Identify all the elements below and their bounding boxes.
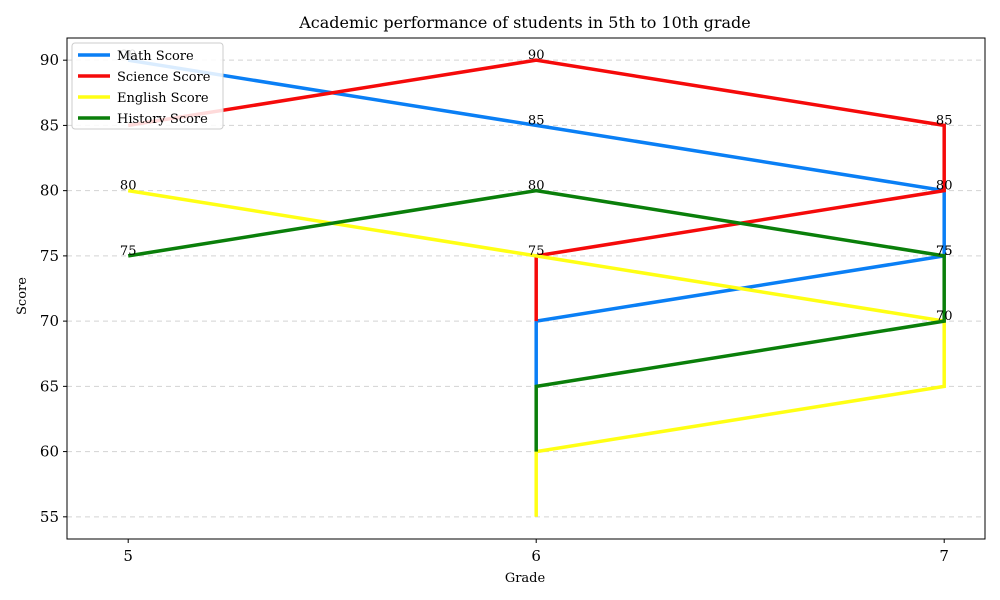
- legend-box: [71, 42, 224, 130]
- data-label: 75: [120, 244, 137, 259]
- data-label: 85: [528, 113, 545, 128]
- x-tick-label: 6: [531, 547, 541, 565]
- y-tick-label: 75: [40, 247, 59, 265]
- y-tick-label: 60: [40, 443, 59, 461]
- data-label: 90: [528, 48, 545, 63]
- y-tick-label: 80: [40, 182, 59, 200]
- y-tick-label: 85: [40, 116, 59, 134]
- y-tick-label: 70: [40, 312, 59, 330]
- series-line-science-score: [127, 58, 946, 322]
- y-axis-label: Score: [15, 277, 30, 315]
- y-tick-label: 55: [40, 508, 59, 526]
- chart-title: Academic performance of students in 5th …: [298, 13, 751, 32]
- x-tick-label: 7: [939, 547, 949, 565]
- data-label: 75: [528, 244, 545, 259]
- series-line-english-score: [127, 188, 946, 517]
- data-label: 75: [936, 244, 953, 259]
- series-line-math-score: [127, 58, 946, 387]
- data-label: 80: [120, 179, 137, 194]
- data-label: 85: [936, 113, 953, 128]
- data-label: 80: [936, 179, 953, 194]
- legend-label: Math Score: [117, 49, 194, 64]
- series-lines: [127, 58, 946, 517]
- data-label: 75: [936, 244, 953, 259]
- legend-label: History Score: [117, 112, 208, 127]
- data-label: 70: [936, 309, 953, 324]
- series-line-history-score: [127, 188, 946, 452]
- legend: Math Score Science Score English Score Hist…: [71, 42, 224, 130]
- plot-frame: [66, 37, 986, 540]
- y-tick-label: 90: [40, 51, 59, 69]
- axis-ticks: 55 60 65 70 75 80 85 90 5 6 7: [40, 51, 949, 565]
- data-label: 80: [528, 179, 545, 194]
- y-tick-label: 65: [40, 377, 59, 395]
- x-tick-label: 5: [123, 547, 133, 565]
- legend-label: Science Score: [117, 70, 211, 85]
- x-axis-label: Grade: [505, 571, 546, 586]
- legend-label: English Score: [117, 91, 209, 106]
